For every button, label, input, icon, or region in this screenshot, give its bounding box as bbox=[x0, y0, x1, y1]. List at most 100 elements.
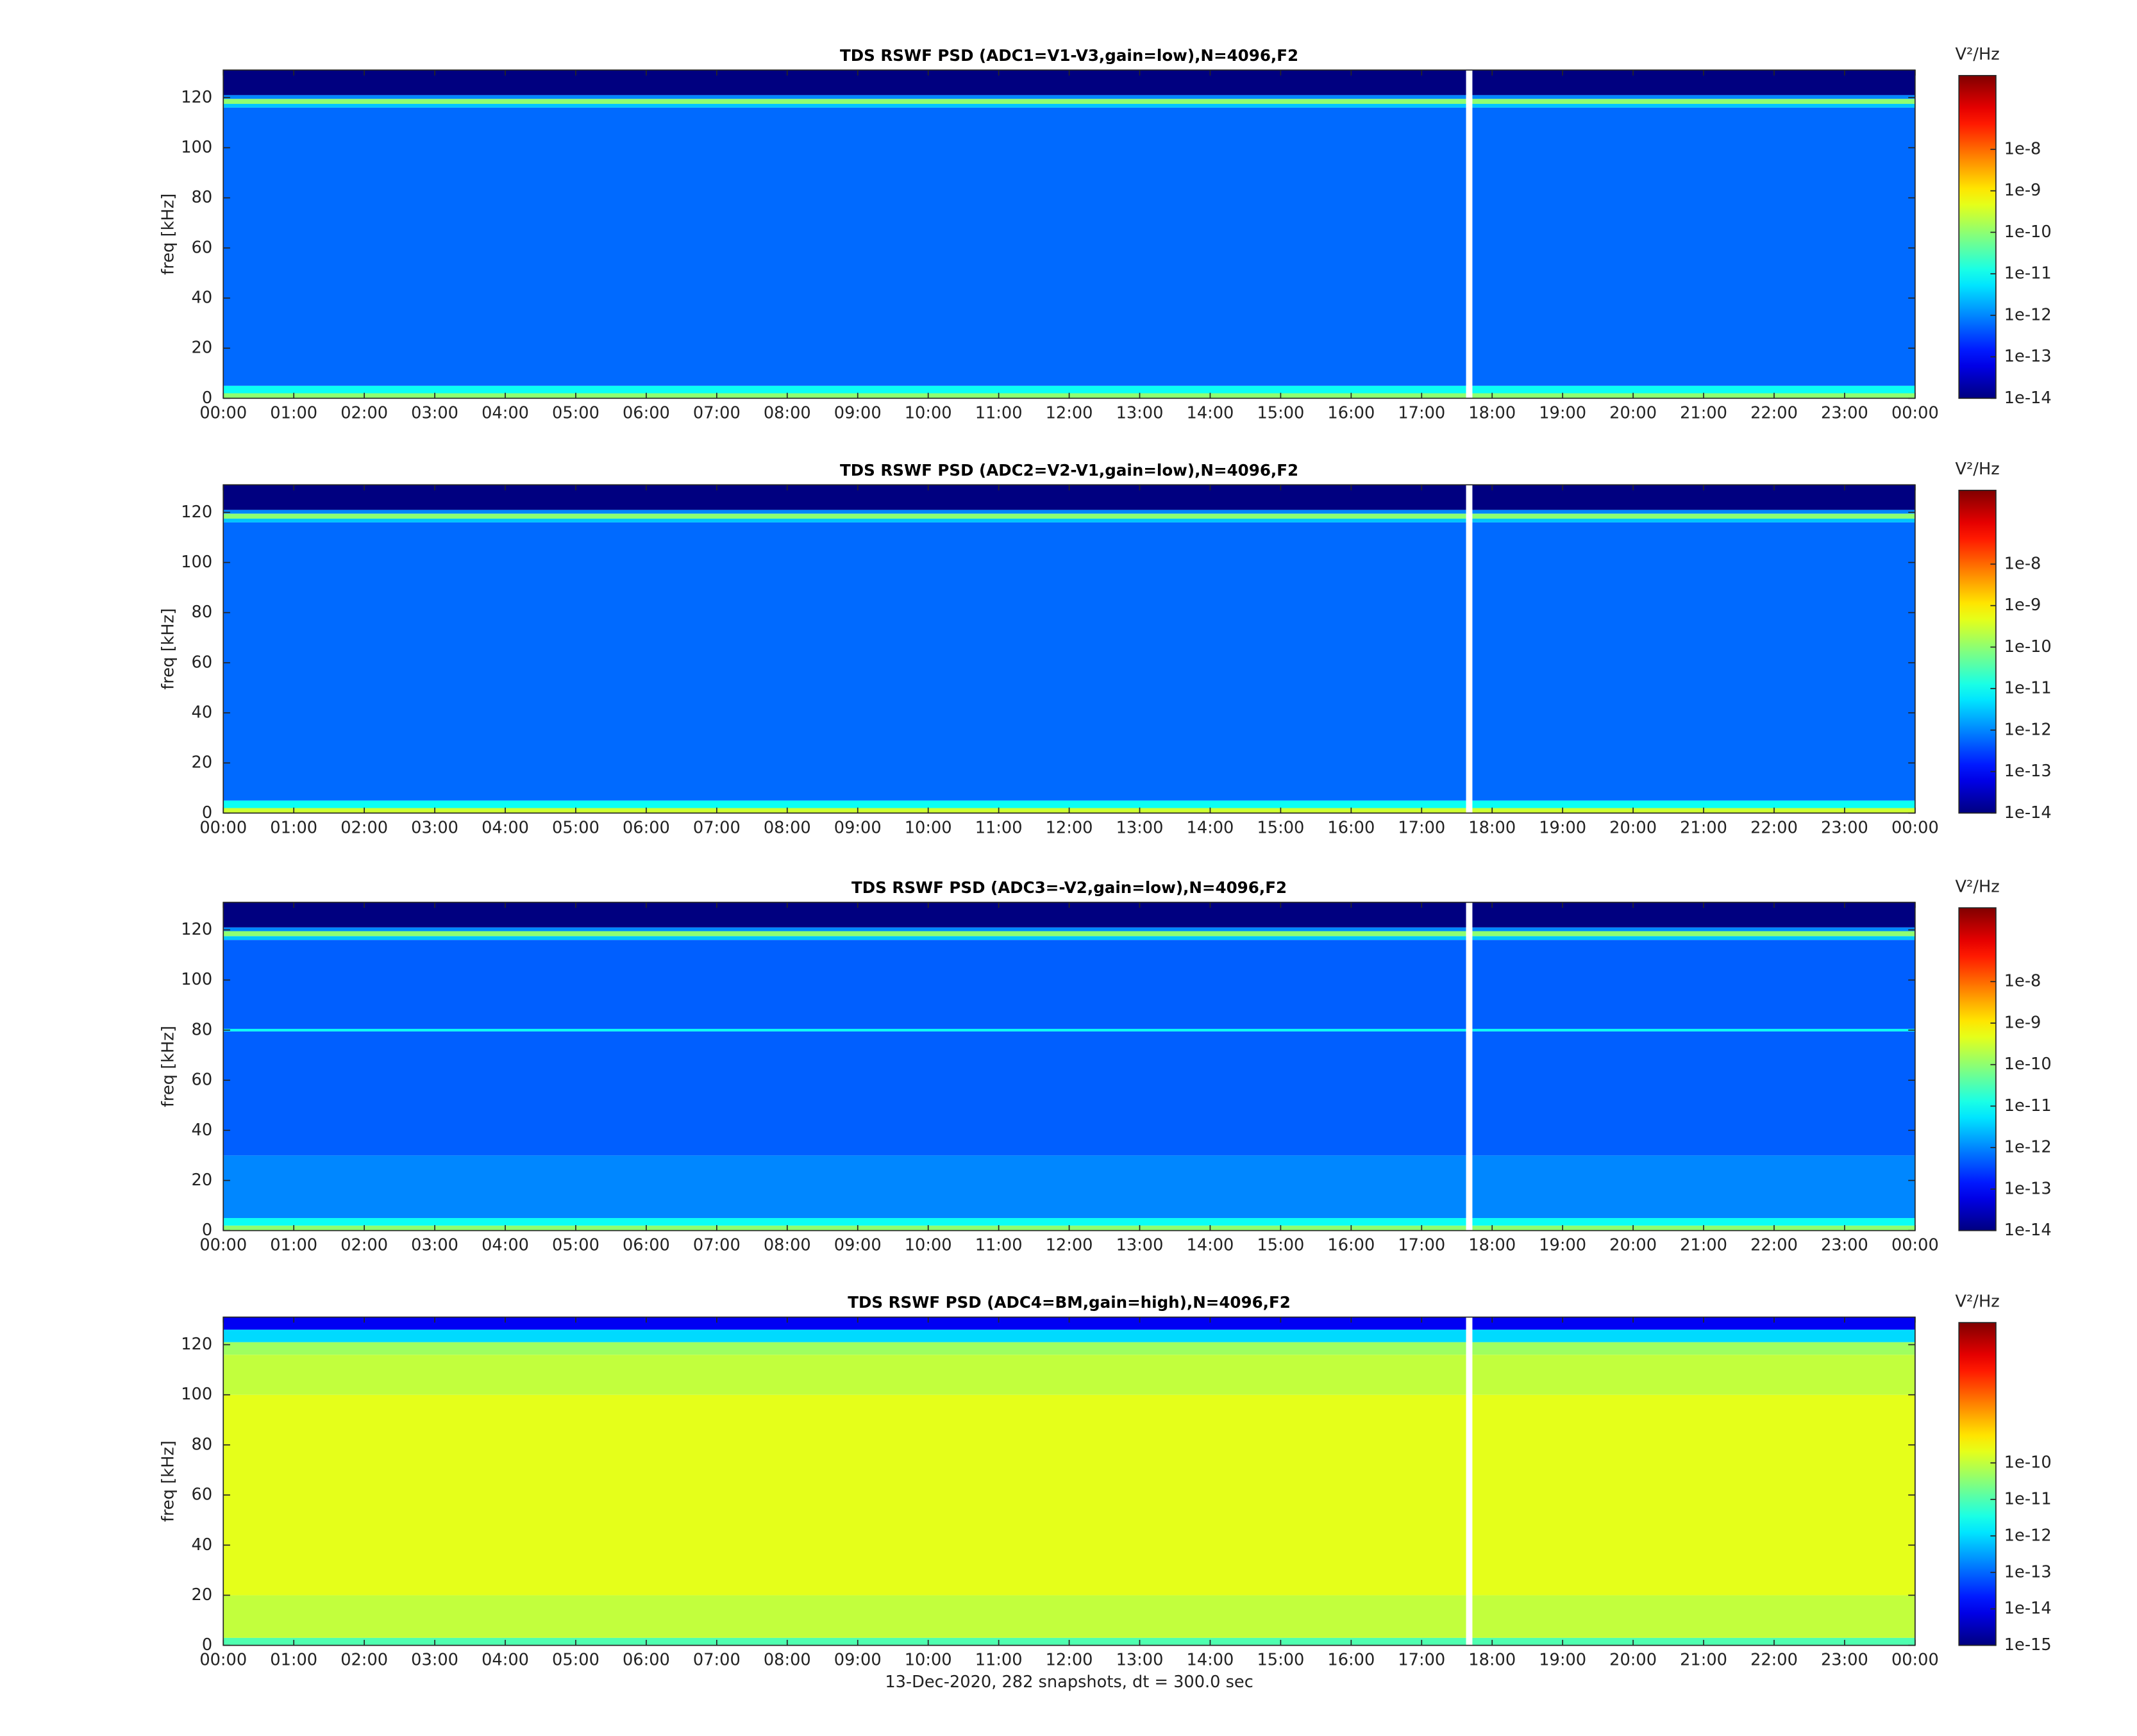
colorbar-tick-label: 1e-12 bbox=[2004, 305, 2052, 324]
x-tick-label: 01:00 bbox=[270, 1651, 317, 1670]
x-tick-label: 13:00 bbox=[1116, 403, 1164, 422]
x-axis-label: 13-Dec-2020, 282 snapshots, dt = 300.0 s… bbox=[885, 1673, 1253, 1692]
x-tick-label: 14:00 bbox=[1187, 1236, 1234, 1255]
x-tick-label: 13:00 bbox=[1116, 818, 1164, 837]
x-tick-label: 07:00 bbox=[693, 1236, 741, 1255]
heatmap-cell bbox=[223, 1225, 1466, 1231]
x-tick-label: 18:00 bbox=[1468, 818, 1516, 837]
heatmap-cell bbox=[1472, 519, 1915, 522]
heatmap-cell bbox=[223, 1330, 1466, 1342]
y-tick-label: 20 bbox=[192, 1585, 213, 1605]
colorbar bbox=[1958, 489, 1997, 814]
x-tick-label: 04:00 bbox=[482, 1651, 529, 1670]
colorbar-label: V²/Hz bbox=[1956, 460, 2000, 479]
colorbar bbox=[1958, 907, 1997, 1231]
heatmap-cell bbox=[1472, 513, 1915, 519]
x-tick-label: 02:00 bbox=[340, 818, 388, 837]
x-tick-label: 04:00 bbox=[482, 403, 529, 422]
x-tick-label: 02:00 bbox=[340, 1236, 388, 1255]
chart-title: TDS RSWF PSD (ADC1=V1-V3,gain=low),N=409… bbox=[840, 46, 1298, 65]
heatmap-cell bbox=[1472, 385, 1915, 394]
x-tick-label: 12:00 bbox=[1046, 1236, 1093, 1255]
heatmap-cell bbox=[223, 927, 1466, 931]
heatmap-cell bbox=[223, 107, 1466, 386]
x-tick-label: 14:00 bbox=[1187, 818, 1234, 837]
heatmap-cell bbox=[223, 70, 1466, 96]
colorbar-tick-label: 1e-8 bbox=[2004, 554, 2041, 573]
y-tick-label: 40 bbox=[192, 288, 213, 307]
heatmap-cell bbox=[223, 519, 1466, 522]
heatmap-cell bbox=[1472, 1637, 1915, 1646]
colorbar-tick-label: 1e-8 bbox=[2004, 139, 2041, 158]
heatmap-cell bbox=[223, 104, 1466, 108]
x-tick-label: 06:00 bbox=[623, 1651, 670, 1670]
y-tick-label: 80 bbox=[192, 603, 213, 622]
heatmap-cell bbox=[1472, 1317, 1915, 1330]
x-tick-label: 00:00 bbox=[199, 1236, 247, 1255]
x-tick-label: 08:00 bbox=[764, 818, 811, 837]
heatmap-cell bbox=[223, 1637, 1466, 1646]
heatmap-cell bbox=[223, 485, 1466, 510]
x-tick-label: 14:00 bbox=[1187, 1651, 1234, 1670]
heatmap-cell bbox=[1472, 936, 1915, 940]
colorbar bbox=[1958, 74, 1997, 399]
x-tick-label: 09:00 bbox=[834, 1651, 882, 1670]
y-tick-label: 80 bbox=[192, 1435, 213, 1454]
x-tick-label: 17:00 bbox=[1398, 403, 1445, 422]
colorbar-tick-label: 1e-14 bbox=[2004, 1221, 2052, 1240]
colorbar-tick-label: 1e-10 bbox=[2004, 222, 2052, 242]
x-tick-label: 03:00 bbox=[411, 1651, 458, 1670]
x-tick-label: 19:00 bbox=[1539, 818, 1586, 837]
heatmap-cell bbox=[223, 902, 1466, 928]
x-tick-label: 15:00 bbox=[1257, 1651, 1304, 1670]
chart-title: TDS RSWF PSD (ADC4=BM,gain=high),N=4096,… bbox=[848, 1293, 1291, 1312]
colorbar-tick-label: 1e-12 bbox=[2004, 1526, 2052, 1545]
heatmap-cell bbox=[223, 1155, 1466, 1219]
x-tick-label: 00:00 bbox=[1891, 1236, 1939, 1255]
colorbar-tick-label: 1e-14 bbox=[2004, 1599, 2052, 1618]
heatmap-cell bbox=[223, 510, 1466, 514]
colorbar-tick-label: 1e-13 bbox=[2004, 762, 2052, 781]
x-tick-label: 00:00 bbox=[199, 1651, 247, 1670]
colorbar-tick-label: 1e-11 bbox=[2004, 1489, 2052, 1508]
x-tick-label: 10:00 bbox=[905, 1236, 952, 1255]
heatmap-cell bbox=[223, 1394, 1466, 1596]
x-tick-label: 15:00 bbox=[1257, 818, 1304, 837]
x-tick-label: 06:00 bbox=[623, 1236, 670, 1255]
y-tick-label: 60 bbox=[192, 238, 213, 257]
x-tick-label: 11:00 bbox=[975, 403, 1023, 422]
x-tick-label: 00:00 bbox=[199, 403, 247, 422]
colorbar-tick-label: 1e-12 bbox=[2004, 1138, 2052, 1157]
x-tick-label: 16:00 bbox=[1327, 818, 1375, 837]
x-tick-label: 05:00 bbox=[552, 403, 599, 422]
x-tick-label: 16:00 bbox=[1327, 1236, 1375, 1255]
colorbar-tick-label: 1e-13 bbox=[2004, 1179, 2052, 1198]
heatmap-cell bbox=[1472, 104, 1915, 108]
x-tick-label: 00:00 bbox=[1891, 1651, 1939, 1670]
chart-title: TDS RSWF PSD (ADC3=-V2,gain=low),N=4096,… bbox=[851, 878, 1287, 897]
x-tick-label: 13:00 bbox=[1116, 1236, 1164, 1255]
heatmap-cell bbox=[1472, 1031, 1915, 1156]
heatmap-cell bbox=[1472, 927, 1915, 931]
colorbar-tick-label: 1e-13 bbox=[2004, 1562, 2052, 1582]
x-tick-label: 19:00 bbox=[1539, 1651, 1586, 1670]
x-tick-label: 12:00 bbox=[1046, 403, 1093, 422]
colorbar-tick-label: 1e-10 bbox=[2004, 1453, 2052, 1472]
y-tick-label: 100 bbox=[181, 970, 212, 989]
panel: 00:00 01:00 02:00 03:00 04:00 05:00 06:00 07:00… bbox=[158, 1292, 2051, 1691]
colorbar-tick-label: 1e-10 bbox=[2004, 1055, 2052, 1074]
heatmap-cell bbox=[1472, 107, 1915, 386]
x-tick-label: 22:00 bbox=[1750, 403, 1798, 422]
colorbar-tick-label: 1e-11 bbox=[2004, 679, 2052, 698]
x-tick-label: 10:00 bbox=[905, 818, 952, 837]
heatmap-cell bbox=[1472, 1225, 1915, 1231]
heatmap-cell bbox=[223, 1355, 1466, 1395]
heatmap-cell bbox=[1472, 70, 1915, 96]
x-tick-label: 14:00 bbox=[1187, 403, 1234, 422]
x-tick-label: 09:00 bbox=[834, 818, 882, 837]
colorbar-tick-label: 1e-9 bbox=[2004, 181, 2041, 200]
x-tick-label: 07:00 bbox=[693, 818, 741, 837]
heatmap-cell bbox=[1472, 940, 1915, 1029]
